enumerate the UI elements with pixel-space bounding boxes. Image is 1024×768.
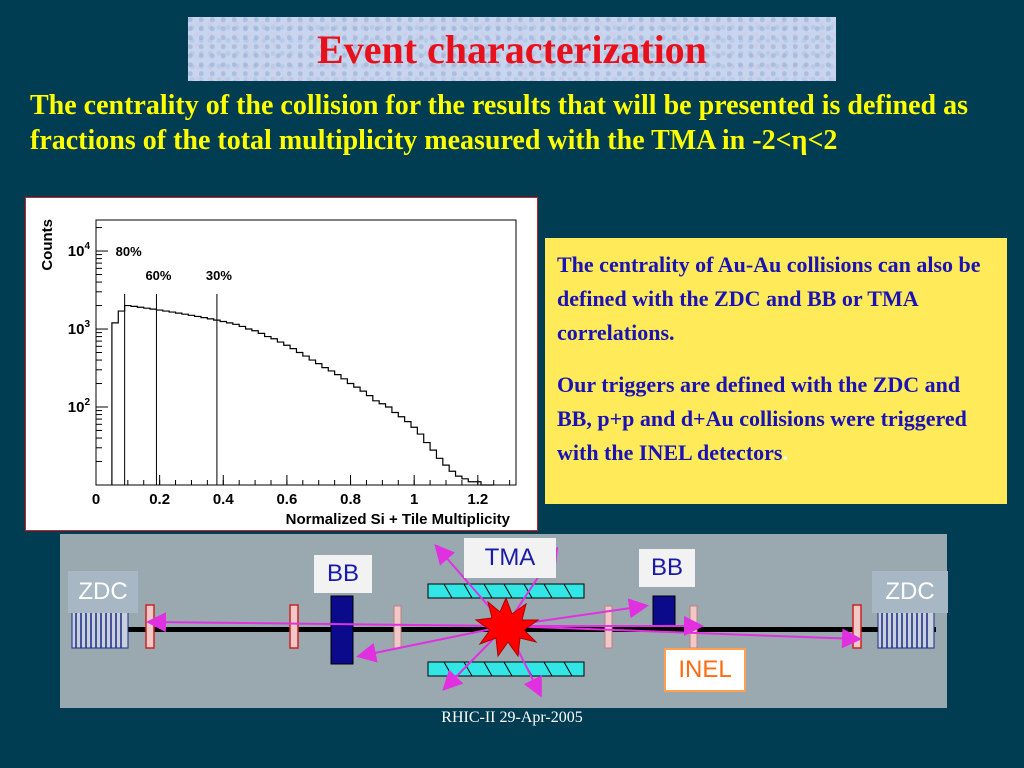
- centrality-cut-label: 80%: [116, 244, 142, 259]
- x-tick-label: 1: [410, 491, 418, 508]
- beam-pipe: [128, 627, 936, 632]
- zdc-left-calorimeter: [71, 611, 129, 649]
- zdc-right-calorimeter: [877, 611, 935, 649]
- bb-right-block: [652, 595, 676, 627]
- y-axis-label: Counts: [39, 219, 56, 271]
- si-counter-1: [393, 605, 402, 649]
- note-paragraph-2: Our triggers are defined with the ZDC an…: [557, 368, 995, 470]
- bb-left-block: [330, 595, 354, 665]
- tma-upper-bar: [427, 583, 585, 599]
- x-tick-label: 1.2: [467, 491, 488, 508]
- zdc-left-label: ZDC: [68, 571, 138, 613]
- multiplicity-histogram: 0 0.2 0.4 0.6 0.8 1 1.2 104 103 102 80% 60% 30% Nor…: [25, 197, 538, 531]
- bb-left-label: BB: [314, 555, 372, 593]
- detector-svg: [71, 543, 936, 698]
- histogram-line: [111, 304, 494, 486]
- x-tick-label: 0: [92, 491, 100, 508]
- y-tick-label: 102: [68, 397, 91, 416]
- x-tick-label: 0.2: [149, 491, 170, 508]
- footer-text: RHIC-II 29-Apr-2005: [441, 709, 583, 726]
- inel-counter-left-outer: [145, 604, 155, 649]
- tma-lower-bar: [427, 661, 585, 677]
- centrality-note: The centrality of Au-Au collisions can a…: [545, 238, 1007, 504]
- inel-counter-right-outer: [852, 604, 862, 649]
- tma-label: TMA: [464, 538, 556, 578]
- inel-label: INEL: [664, 648, 746, 692]
- inel-counter-left-inner: [289, 604, 299, 649]
- x-tick-label: 0.8: [340, 491, 361, 508]
- x-tick-label: 0.4: [213, 491, 235, 508]
- note-paragraph-1: The centrality of Au-Au collisions can a…: [557, 252, 981, 345]
- histogram-svg: 0 0.2 0.4 0.6 0.8 1 1.2 104 103 102 80%60% 30% Nor…: [39, 219, 517, 528]
- collision-burst: [474, 596, 540, 658]
- intro-text: The centrality of the collision for the …: [30, 90, 968, 156]
- note-paragraph-2-text: Our triggers are defined with the ZDC an…: [557, 372, 967, 465]
- zdc-right-label: ZDC: [872, 571, 948, 613]
- centrality-cut-label: 60%: [145, 268, 171, 283]
- plot-frame: [95, 219, 517, 486]
- title-banner: Event characterization: [188, 17, 836, 81]
- slide-title: Event characterization: [317, 26, 707, 72]
- x-axis-label: Normalized Si + Tile Multiplicity: [286, 511, 511, 528]
- x-tick-label: 0.6: [276, 491, 297, 508]
- y-tick-label: 103: [68, 319, 91, 338]
- bb-right-label: BB: [639, 549, 695, 587]
- y-tick-label: 104: [68, 241, 91, 260]
- detector-diagram: ZDC ZDC BB BB TMA INEL: [60, 534, 948, 708]
- note-paragraph-2-end: .: [782, 440, 788, 465]
- centrality-cut-label: 30%: [206, 268, 232, 283]
